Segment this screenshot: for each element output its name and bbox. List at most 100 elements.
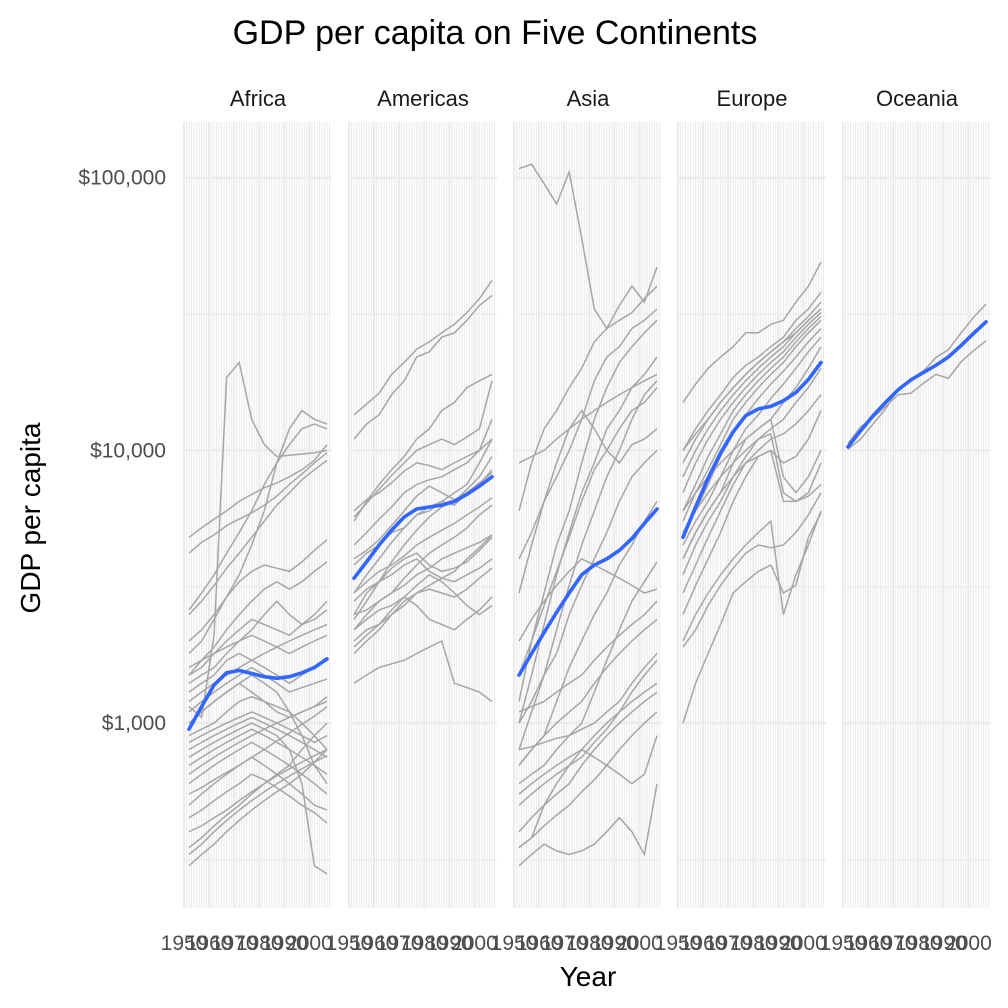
- x-tick-label: 1980: [236, 932, 283, 955]
- country-line: [682, 291, 822, 451]
- x-tick-label: 1980: [566, 932, 613, 955]
- x-axis-title: Year: [560, 961, 617, 992]
- y-tick-label: $10,000: [90, 439, 166, 462]
- facet-strip-label: Africa: [230, 86, 287, 111]
- x-tick-label: 1950: [491, 932, 538, 955]
- country-line: [353, 380, 493, 518]
- x-tick-label: 1970: [705, 932, 752, 955]
- country-line: [353, 419, 493, 546]
- country-line: [353, 456, 493, 620]
- country-line: [682, 449, 822, 560]
- x-tick-label: 2000: [945, 932, 992, 955]
- x-tick-label: 1970: [376, 932, 423, 955]
- x-tick-label: 2000: [780, 932, 827, 955]
- country-line: [518, 735, 658, 849]
- country-line: [518, 308, 658, 594]
- country-line: [353, 534, 493, 616]
- country-line: [188, 755, 328, 856]
- country-line: [682, 261, 822, 403]
- country-line: [188, 409, 328, 655]
- country-line: [682, 327, 822, 533]
- country-line: [682, 510, 822, 642]
- country-line: [188, 423, 328, 611]
- facet-strip-label: Americas: [377, 86, 469, 111]
- x-tick-label: 2000: [451, 932, 498, 955]
- smooth-trend-line: [846, 320, 988, 449]
- country-line: [518, 163, 658, 330]
- country-line: [188, 722, 328, 875]
- country-line: [518, 561, 658, 785]
- country-line: [518, 409, 658, 560]
- y-axis: $1,000 $10,000 $100,000: [78, 167, 166, 735]
- x-tick-label: 1950: [161, 932, 208, 955]
- x-tick-label: 1980: [730, 932, 777, 955]
- country-line: [353, 438, 493, 512]
- country-line: [518, 652, 658, 751]
- x-tick-label: 1990: [755, 932, 802, 955]
- y-axis-title: GDP per capita: [15, 422, 46, 613]
- chart-title: GDP per capita on Five Continents: [233, 14, 758, 52]
- x-tick-label: 1950: [820, 932, 867, 955]
- smooth-trend-line: [352, 475, 494, 580]
- x-tick-label: 1990: [920, 932, 967, 955]
- country-line: [682, 312, 822, 493]
- country-line: [188, 695, 328, 751]
- x-tick-label: 1970: [870, 932, 917, 955]
- country-line: [518, 682, 658, 795]
- x-tick-label: 1960: [351, 932, 398, 955]
- country-line: [353, 596, 493, 648]
- country-line: [518, 783, 658, 867]
- country-line: [353, 438, 493, 594]
- x-tick-label: 1990: [261, 932, 308, 955]
- x-tick-label: 1980: [401, 932, 448, 955]
- country-line: [682, 315, 822, 512]
- country-line: [518, 373, 658, 464]
- country-line: [682, 308, 822, 451]
- country-line: [353, 567, 493, 655]
- facet-strip-label: Europe: [717, 86, 788, 111]
- country-line: [518, 285, 658, 512]
- country-line: [188, 696, 328, 775]
- x-tick-label: 2000: [616, 932, 663, 955]
- country-line: [682, 410, 822, 615]
- x-tick-label: 1960: [845, 932, 892, 955]
- x-tick-label: 2000: [286, 932, 333, 955]
- x-tick-label: 1950: [655, 932, 702, 955]
- country-line: [188, 674, 328, 785]
- country-line: [188, 773, 328, 824]
- country-line: [353, 573, 493, 631]
- facet-panels: Africa195019601970198019902000Americas19…: [161, 86, 992, 955]
- country-line: [682, 336, 822, 546]
- country-line: [518, 659, 658, 806]
- country-line: [518, 557, 658, 642]
- country-line: [682, 512, 822, 724]
- smooth-trend-line: [681, 360, 823, 540]
- country-line: [518, 618, 658, 766]
- smooth-trend-line: [187, 657, 329, 731]
- country-line: [188, 666, 328, 713]
- x-tick-label: 1970: [541, 932, 588, 955]
- facet-strip-label: Asia: [567, 86, 611, 111]
- country-line: [353, 497, 493, 594]
- smooth-trend-line: [517, 507, 659, 677]
- country-line: [518, 691, 658, 833]
- x-tick-label: 1980: [895, 932, 942, 955]
- facet-strip-label: Oceania: [876, 86, 959, 111]
- x-tick-label: 1990: [591, 932, 638, 955]
- country-line: [518, 711, 658, 849]
- country-line: [188, 706, 328, 795]
- country-line: [188, 749, 328, 867]
- country-line: [682, 394, 822, 594]
- country-line: [188, 716, 328, 758]
- country-line: [188, 741, 328, 795]
- country-line: [188, 600, 328, 669]
- country-line: [188, 722, 328, 849]
- country-line: [188, 452, 328, 554]
- country-line: [682, 367, 822, 576]
- country-line: [353, 373, 493, 522]
